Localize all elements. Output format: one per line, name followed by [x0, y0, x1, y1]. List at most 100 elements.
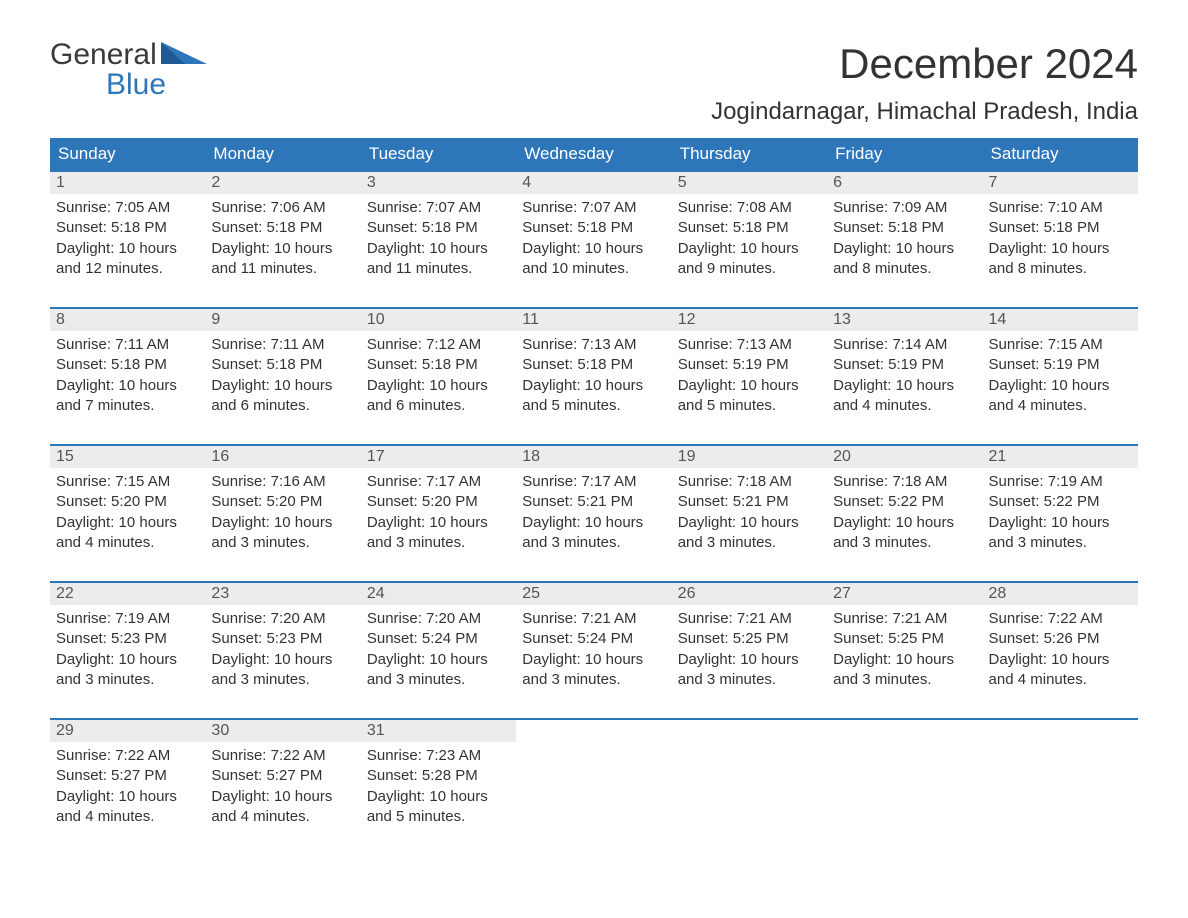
day-details: Sunrise: 7:12 AMSunset: 5:18 PMDaylight:…	[361, 331, 516, 444]
day-body-cell: Sunrise: 7:09 AMSunset: 5:18 PMDaylight:…	[827, 194, 982, 308]
sunrise-label: Sunrise:	[989, 473, 1048, 490]
sunset-line: Sunset: 5:18 PM	[367, 218, 510, 238]
day-body-cell: Sunrise: 7:19 AMSunset: 5:22 PMDaylight:…	[983, 468, 1138, 582]
day-details: Sunrise: 7:22 AMSunset: 5:27 PMDaylight:…	[50, 742, 205, 855]
day-number: 1	[50, 172, 205, 194]
sunrise-line: Sunrise: 7:13 AM	[678, 335, 821, 355]
day-number: 6	[827, 172, 982, 194]
sunrise-line: Sunrise: 7:17 AM	[367, 472, 510, 492]
sunrise-value: 7:07 AM	[426, 199, 481, 216]
sunrise-label: Sunrise:	[211, 747, 270, 764]
sunrise-value: 7:13 AM	[737, 336, 792, 353]
daylight-label: Daylight:	[522, 651, 585, 668]
day-details: Sunrise: 7:13 AMSunset: 5:19 PMDaylight:…	[672, 331, 827, 444]
day-details: Sunrise: 7:14 AMSunset: 5:19 PMDaylight:…	[827, 331, 982, 444]
sunset-label: Sunset:	[367, 219, 422, 236]
day-body-cell: Sunrise: 7:08 AMSunset: 5:18 PMDaylight:…	[672, 194, 827, 308]
day-number-cell: 25	[516, 582, 671, 605]
daylight-line: Daylight: 10 hours and 5 minutes.	[678, 376, 821, 417]
sunset-line: Sunset: 5:22 PM	[833, 492, 976, 512]
sunset-label: Sunset:	[678, 356, 733, 373]
sunset-line: Sunset: 5:18 PM	[211, 218, 354, 238]
sunset-line: Sunset: 5:20 PM	[56, 492, 199, 512]
sunrise-value: 7:19 AM	[115, 610, 170, 627]
sunrise-value: 7:21 AM	[581, 610, 636, 627]
day-number: 24	[361, 583, 516, 605]
sunset-line: Sunset: 5:18 PM	[833, 218, 976, 238]
sunset-label: Sunset:	[833, 630, 888, 647]
sunset-line: Sunset: 5:19 PM	[678, 355, 821, 375]
sunset-value: 5:27 PM	[266, 767, 322, 784]
day-number: 7	[983, 172, 1138, 194]
day-body-cell: Sunrise: 7:23 AMSunset: 5:28 PMDaylight:…	[361, 742, 516, 855]
sunrise-label: Sunrise:	[56, 610, 115, 627]
sunset-value: 5:18 PM	[266, 356, 322, 373]
sunset-label: Sunset:	[211, 356, 266, 373]
sunset-line: Sunset: 5:18 PM	[989, 218, 1132, 238]
day-number: 26	[672, 583, 827, 605]
sunrise-label: Sunrise:	[367, 610, 426, 627]
sunset-label: Sunset:	[678, 493, 733, 510]
sunrise-line: Sunrise: 7:11 AM	[211, 335, 354, 355]
sunset-label: Sunset:	[56, 767, 111, 784]
daylight-line: Daylight: 10 hours and 3 minutes.	[367, 513, 510, 554]
daylight-line: Daylight: 10 hours and 5 minutes.	[367, 787, 510, 828]
sunset-value: 5:25 PM	[888, 630, 944, 647]
day-number-cell	[983, 719, 1138, 742]
daylight-line: Daylight: 10 hours and 3 minutes.	[56, 650, 199, 691]
sunset-value: 5:19 PM	[888, 356, 944, 373]
day-number: 16	[205, 446, 360, 468]
day-number: 17	[361, 446, 516, 468]
sunset-label: Sunset:	[522, 630, 577, 647]
daylight-line: Daylight: 10 hours and 11 minutes.	[211, 239, 354, 280]
sunrise-label: Sunrise:	[211, 610, 270, 627]
daylight-line: Daylight: 10 hours and 12 minutes.	[56, 239, 199, 280]
day-number-cell: 13	[827, 308, 982, 331]
weekday-header: Wednesday	[516, 138, 671, 171]
daylight-label: Daylight:	[367, 377, 430, 394]
day-body-cell: Sunrise: 7:11 AMSunset: 5:18 PMDaylight:…	[50, 331, 205, 445]
day-details: Sunrise: 7:11 AMSunset: 5:18 PMDaylight:…	[50, 331, 205, 444]
sunset-value: 5:24 PM	[577, 630, 633, 647]
sunset-label: Sunset:	[211, 630, 266, 647]
sunset-line: Sunset: 5:18 PM	[56, 218, 199, 238]
daylight-label: Daylight:	[989, 651, 1052, 668]
sunrise-line: Sunrise: 7:08 AM	[678, 198, 821, 218]
day-body-cell: Sunrise: 7:07 AMSunset: 5:18 PMDaylight:…	[361, 194, 516, 308]
sunset-label: Sunset:	[522, 219, 577, 236]
sunset-line: Sunset: 5:25 PM	[833, 629, 976, 649]
sunset-label: Sunset:	[211, 493, 266, 510]
sunrise-value: 7:20 AM	[271, 610, 326, 627]
day-body-row: Sunrise: 7:22 AM Sunset: 5:27 PM Daylight:…	[50, 742, 1138, 855]
sunset-label: Sunset:	[367, 630, 422, 647]
day-number-cell: 9	[205, 308, 360, 331]
day-number: 13	[827, 309, 982, 331]
sunset-label: Sunset:	[522, 493, 577, 510]
sunset-line: Sunset: 5:25 PM	[678, 629, 821, 649]
day-number-cell: 8	[50, 308, 205, 331]
daylight-label: Daylight:	[989, 377, 1052, 394]
daylight-label: Daylight:	[211, 377, 274, 394]
day-number-cell: 11	[516, 308, 671, 331]
logo: General Blue	[50, 40, 207, 100]
day-number-cell: 7	[983, 171, 1138, 194]
daylight-label: Daylight:	[56, 377, 119, 394]
sunrise-label: Sunrise:	[522, 199, 581, 216]
daylight-label: Daylight:	[678, 651, 741, 668]
daylight-label: Daylight:	[367, 240, 430, 257]
daylight-label: Daylight:	[56, 240, 119, 257]
weekday-header: Thursday	[672, 138, 827, 171]
sunrise-value: 7:17 AM	[426, 473, 481, 490]
sunrise-line: Sunrise: 7:22 AM	[211, 746, 354, 766]
sunrise-line: Sunrise: 7:19 AM	[56, 609, 199, 629]
sunset-line: Sunset: 5:18 PM	[522, 218, 665, 238]
sunrise-value: 7:22 AM	[1048, 610, 1103, 627]
day-details: Sunrise: 7:19 AMSunset: 5:23 PMDaylight:…	[50, 605, 205, 718]
sunrise-line: Sunrise: 7:12 AM	[367, 335, 510, 355]
calendar-table: Sunday Monday Tuesday Wednesday Thursday…	[50, 138, 1138, 855]
weekday-header: Saturday	[983, 138, 1138, 171]
day-details: Sunrise: 7:11 AMSunset: 5:18 PM Daylight:…	[205, 331, 360, 444]
day-body-cell: Sunrise: 7:21 AMSunset: 5:25 PMDaylight:…	[827, 605, 982, 719]
sunrise-label: Sunrise:	[833, 610, 892, 627]
sunset-value: 5:18 PM	[888, 219, 944, 236]
